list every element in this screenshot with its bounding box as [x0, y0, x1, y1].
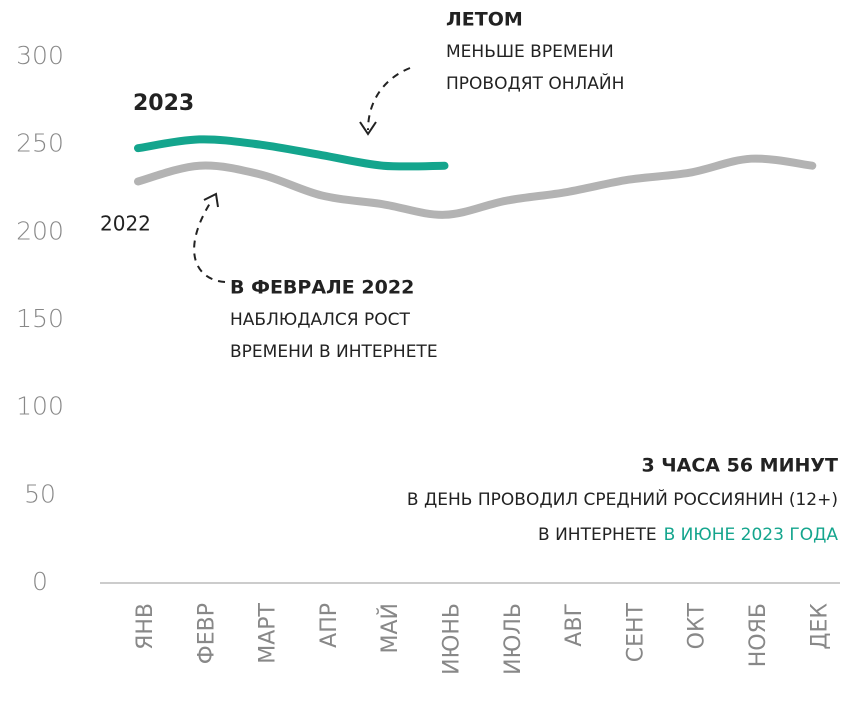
y-tick-label: 300 — [16, 41, 64, 70]
y-tick-label: 200 — [16, 216, 64, 245]
line — [134, 154, 817, 219]
y-tick-label: 0 — [32, 567, 48, 596]
x-tick-label: МАРТ — [256, 602, 281, 663]
y-tick-label: 250 — [16, 129, 64, 158]
arrow — [367, 67, 411, 131]
y-tick-label: 150 — [16, 304, 64, 333]
annotation-highlight: В ИЮНЕ 2023 ГОДА — [664, 525, 839, 545]
series-label: 2022 — [100, 212, 151, 236]
annotation-text: НАБЛЮДАЛСЯ РОСТ — [230, 310, 410, 330]
x-tick-label: ИЮЛЬ — [501, 603, 526, 675]
arrowhead — [203, 192, 219, 208]
x-tick-label: ФЕВР — [194, 603, 219, 664]
x-tick-label: ЯНВ — [133, 603, 158, 650]
x-tick-label: ОКТ — [685, 602, 710, 649]
annotation-text: В ИНТЕРНЕТЕ В ИЮНЕ 2023 ГОДА — [538, 525, 838, 545]
annotation-text: МЕНЬШЕ ВРЕМЕНИ — [446, 42, 614, 62]
y-tick-label: 100 — [16, 392, 64, 421]
arrowhead — [359, 121, 377, 136]
annotation-headline: 3 ЧАСА 56 МИНУТ — [641, 455, 838, 477]
x-tick-label: АВГ — [562, 603, 587, 647]
x-tick-label: АПР — [317, 603, 342, 648]
y-tick-label: 50 — [24, 479, 56, 508]
annotation-text: ПРОВОДЯТ ОНЛАЙН — [446, 72, 624, 94]
annotation-text: ВРЕМЕНИ В ИНТЕРНЕТЕ — [230, 342, 438, 362]
x-tick-label: ДЕК — [807, 603, 832, 650]
x-tick-label: СЕНТ — [623, 602, 648, 662]
annotation-text: В ДЕНЬ ПРОВОДИЛ СРЕДНИЙ РОССИЯНИН (12+) — [407, 488, 838, 510]
series-label: 2023 — [133, 91, 194, 116]
line — [134, 135, 449, 171]
annotation-headline: В ФЕВРАЛЕ 2022 — [230, 277, 414, 299]
x-tick-label: ИЮНЬ — [440, 603, 465, 675]
x-tick-label: МАЙ — [377, 603, 403, 654]
annotation-headline: ЛЕТОМ — [446, 9, 523, 31]
x-tick-label: НОЯБ — [746, 603, 771, 667]
annotation-text: В ИНТЕРНЕТЕ — [538, 525, 657, 545]
arrow — [193, 199, 226, 283]
